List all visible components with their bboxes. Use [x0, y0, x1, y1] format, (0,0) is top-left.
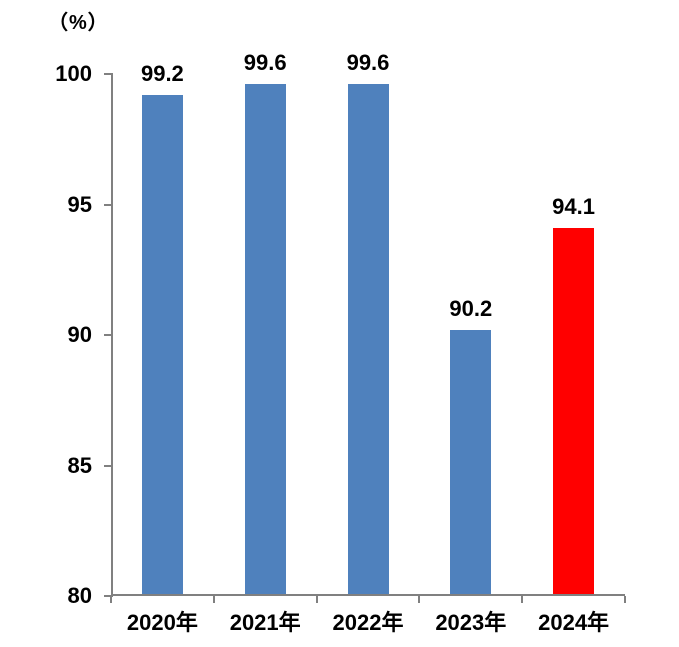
- x-axis-line: [111, 594, 625, 596]
- x-tick-label: 2020年: [126, 610, 198, 635]
- x-tick-label: 2022年: [332, 610, 404, 635]
- y-tick-mark: [104, 203, 113, 206]
- x-tick-mark: [212, 596, 215, 603]
- bar: [450, 329, 492, 594]
- bar-value-label: 99.2: [140, 60, 184, 86]
- x-tick-label: 2023年: [435, 610, 507, 635]
- y-tick-mark: [104, 334, 113, 336]
- bar: [553, 228, 595, 594]
- x-tick-mark: [624, 596, 626, 603]
- x-tick-label: 2024年: [538, 610, 610, 635]
- plot-area: 100 95 90 85 80 99.2 2020年 99.6 2021年 99.6 2022年 90…: [55, 50, 626, 635]
- bar: [347, 84, 389, 594]
- bar: [244, 84, 286, 594]
- y-tick-label: 80: [67, 583, 92, 608]
- x-tick-label: 2021年: [229, 610, 301, 635]
- bar-value-label: 99.6: [243, 50, 287, 76]
- y-tick-label: 90: [67, 322, 92, 347]
- x-tick-mark: [418, 596, 421, 603]
- y-tick-mark: [104, 73, 113, 75]
- x-tick-mark: [110, 596, 112, 603]
- y-tick-label: 100: [55, 61, 92, 86]
- bar-value-label: 99.6: [346, 50, 390, 76]
- bar-value-label: 90.2: [449, 295, 493, 321]
- y-tick-label: 95: [67, 191, 92, 217]
- y-tick-mark: [104, 595, 113, 597]
- y-axis-unit-label: （%）: [48, 12, 109, 34]
- x-tick-mark: [315, 596, 318, 603]
- y-tick-mark: [104, 464, 113, 467]
- y-tick-label: 85: [67, 452, 92, 478]
- bar-value-label: 94.1: [552, 194, 595, 219]
- x-tick-mark: [521, 596, 524, 603]
- bar: [141, 94, 183, 594]
